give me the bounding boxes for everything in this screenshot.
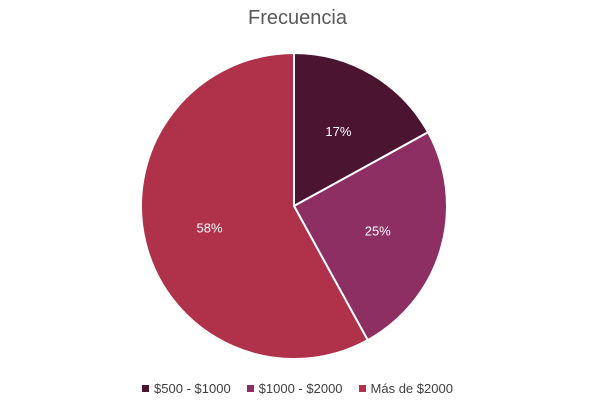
legend-swatch-mas-de-2000 — [358, 385, 366, 392]
pie-slices — [140, 51, 448, 360]
legend-label-500-1000: $500 - $1000 — [154, 381, 231, 396]
legend-item-mas-de-2000[interactable]: Más de $2000 — [358, 381, 453, 396]
legend-swatch-500-1000 — [142, 385, 150, 392]
pie-data-labels: 17% 25% 58% — [197, 124, 392, 238]
pie-slice-500-1000[interactable] — [293, 51, 430, 208]
legend-item-1000-2000[interactable]: $1000 - $2000 — [246, 381, 343, 396]
chart-title: Frecuencia — [248, 7, 347, 29]
data-label-500-1000: 17% — [325, 124, 351, 139]
pie-slice-1000-2000[interactable] — [292, 130, 448, 342]
pie-slice-mas-de-2000[interactable] — [140, 51, 370, 360]
legend: $500 - $1000 $1000 - $2000 Más de $2000 — [0, 381, 595, 396]
data-label-1000-2000: 25% — [365, 223, 391, 238]
data-label-mas-de-2000: 58% — [197, 221, 223, 236]
legend-swatch-1000-2000 — [246, 385, 254, 392]
legend-item-500-1000[interactable]: $500 - $1000 — [142, 381, 231, 396]
legend-label-mas-de-2000: Más de $2000 — [370, 381, 453, 396]
legend-label-1000-2000: $1000 - $2000 — [258, 381, 343, 396]
